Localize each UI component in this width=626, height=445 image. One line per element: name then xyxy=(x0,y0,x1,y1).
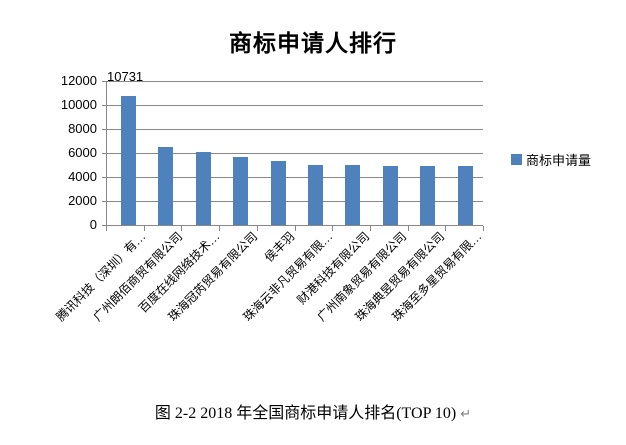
x-axis-tick xyxy=(181,226,183,231)
bar-珠海冠芮贸易有限公司[interactable] xyxy=(233,157,249,225)
x-axis-tick xyxy=(106,226,107,231)
y-axis-tick xyxy=(102,225,106,226)
gridline xyxy=(106,129,483,130)
x-axis-tick xyxy=(483,226,484,231)
bar-value-label: 10731 xyxy=(107,69,144,85)
paragraph-return-mark-icon: ↵ xyxy=(460,406,472,421)
gridline xyxy=(106,177,483,178)
figure-caption: 图 2-2 2018 年全国商标申请人排名(TOP 10) ↵ xyxy=(0,399,626,423)
y-axis-tick xyxy=(102,153,106,154)
bar-腾讯科技（深圳）有…[interactable] xyxy=(121,96,136,225)
bar-财港科技有限公司[interactable] xyxy=(345,165,361,225)
x-axis-tick xyxy=(256,226,258,231)
bar-广州南象贸易有限公司[interactable] xyxy=(382,166,398,225)
y-axis-tick-label: 2000 xyxy=(68,193,97,208)
legend[interactable]: 商标申请量 xyxy=(511,150,591,169)
x-axis-tick xyxy=(143,226,145,231)
gridline xyxy=(106,81,483,82)
gridline xyxy=(106,201,483,202)
caption-text: 图 2-2 2018 年全国商标申请人排名(TOP 10) xyxy=(154,405,457,422)
y-axis-tick xyxy=(102,105,106,106)
bar-百度在线网络技术…[interactable] xyxy=(195,152,211,225)
y-axis-tick-label: 8000 xyxy=(68,121,97,136)
y-axis-tick xyxy=(102,201,106,202)
bar-侯丰羽[interactable] xyxy=(270,160,286,225)
y-axis-tick xyxy=(102,177,106,178)
y-axis-tick-label: 10000 xyxy=(60,97,97,112)
x-axis-tick xyxy=(219,226,221,231)
y-axis-tick xyxy=(102,81,106,82)
gridline xyxy=(106,105,483,106)
bar-珠海典昱贸易有限公司[interactable] xyxy=(420,166,436,225)
legend-series-swatch-icon xyxy=(511,154,522,165)
x-axis-tick xyxy=(445,226,447,231)
y-axis-tick-label: 12000 xyxy=(60,73,97,88)
bar-珠海云非凡贸易有限…[interactable] xyxy=(308,165,323,225)
chart-title: 商标申请人排行 xyxy=(229,31,397,56)
gridline xyxy=(106,153,483,154)
legend-label: 商标申请量 xyxy=(526,153,592,168)
bar-珠海至多星贸易有限…[interactable] xyxy=(457,166,473,225)
y-axis-tick xyxy=(102,129,106,130)
bar-广州朗佰商贸有限公司[interactable] xyxy=(158,146,174,225)
y-axis-tick-label: 4000 xyxy=(68,169,97,184)
y-axis-tick-label: 6000 xyxy=(68,145,97,160)
y-axis-line xyxy=(106,81,107,226)
y-axis-tick-label: 0 xyxy=(89,217,97,232)
x-axis-line xyxy=(106,225,483,226)
x-axis-tick xyxy=(332,226,334,231)
x-axis-tick xyxy=(369,226,371,231)
x-axis-tick xyxy=(294,226,296,231)
x-axis-tick xyxy=(407,226,409,231)
